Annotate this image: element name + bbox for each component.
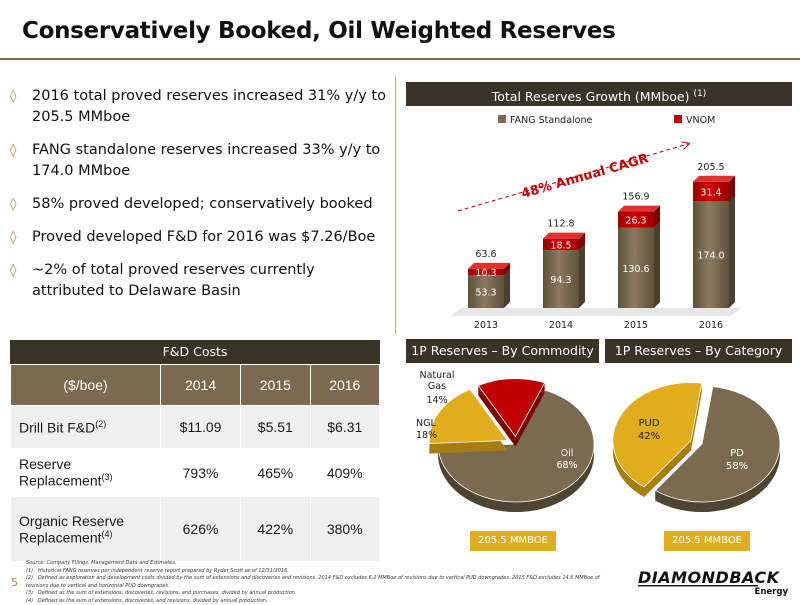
slice-label-oil: Oil <box>561 448 574 459</box>
table-cell: $6.31 <box>310 406 379 449</box>
diamond-bullet-icon: ◊ <box>10 227 16 248</box>
bar-value-label-vnom: 26.3 <box>625 216 646 227</box>
pie1-layer <box>429 379 594 512</box>
title-divider <box>0 58 800 60</box>
reserves-bar-chart: FANG Standalone VNOM 48% Annual CAGR 53.… <box>406 108 792 332</box>
table-header-cell: ($/boe) <box>11 365 161 406</box>
commodity-chart-title: 1P Reserves – By Commodity <box>406 339 599 363</box>
page-title: Conservatively Booked, Oil Weighted Rese… <box>22 18 615 44</box>
bar-value-label-fang: 174.0 <box>697 251 724 262</box>
legend-swatch-fang <box>498 115 506 123</box>
logo-subtitle: Energy <box>755 587 789 596</box>
key-points-list: ◊2016 total proved reserves increased 31… <box>10 86 390 314</box>
logo-underline <box>638 585 758 586</box>
bar-side-fang <box>504 269 510 308</box>
bar-top-vnom <box>618 206 660 212</box>
slice-label-ngl: NGL <box>416 418 436 429</box>
diamond-bullet-icon: ◊ <box>10 86 16 107</box>
table-cell: 409% <box>310 449 379 497</box>
bar-value-label-fang: 53.3 <box>475 288 496 299</box>
table-row: Reserve Replacement(3) 793% 465% 409% <box>11 449 380 497</box>
fd-costs-table: ($/boe) 2014 2015 2016 Drill Bit F&D(2) … <box>10 364 380 562</box>
slice-label-pud: PUD <box>638 418 659 429</box>
bar-top-vnom <box>543 233 585 239</box>
bar-value-label-fang: 130.6 <box>622 264 649 275</box>
slice-pct-pd: 58% <box>726 461 748 472</box>
table-row: Drill Bit F&D(2) $11.09 $5.51 $6.31 <box>11 406 380 449</box>
table-row: Organic Reserve Replacement(4) 626% 422%… <box>11 497 380 562</box>
slice-pct-gas: 14% <box>426 395 447 406</box>
table-cell: 380% <box>310 497 379 562</box>
legend-label-vnom: VNOM <box>686 115 715 126</box>
footnote-3: (3) Defined as the sum of extensions, di… <box>26 590 616 598</box>
bar-value-label-fang: 94.3 <box>550 275 571 286</box>
x-tick-label: 2014 <box>549 320 573 331</box>
footnote-source: Source: Company Filings, Management Data… <box>26 560 616 568</box>
x-tick-label: 2015 <box>624 320 648 331</box>
row-label: Drill Bit F&D(2) <box>11 406 161 449</box>
bullet-item: ◊Proved developed F&D for 2016 was $7.26… <box>10 227 390 248</box>
reserves-chart-title: Total Reserves Growth (MMboe) (1) <box>406 82 792 106</box>
table-cell: $11.09 <box>161 406 241 449</box>
footnotes: Source: Company Filings, Management Data… <box>26 560 616 605</box>
footnote-1: (1) Historical FANG reserves per indepen… <box>26 568 616 576</box>
bar-side-fang <box>729 195 735 308</box>
column-divider <box>395 76 396 334</box>
bar-value-label-vnom: 31.4 <box>700 187 721 198</box>
footnote-2: (2) Defined as exploration and developme… <box>26 575 616 590</box>
row-label: Reserve Replacement(3) <box>11 449 161 497</box>
bar-total-label: 156.9 <box>622 192 649 203</box>
category-pie-chart: PD 58% PUD 42% <box>604 366 794 516</box>
bar-total-label: 63.6 <box>475 249 496 260</box>
bars-layer: 53.3 10.3 63.6 2013 94.3 18.5 112.8 2014 130.6 26… <box>468 162 735 331</box>
logo-wordmark: DIAMONDBACK <box>638 568 781 587</box>
bullet-item: ◊2016 total proved reserves increased 31… <box>10 86 390 128</box>
table-header-row: ($/boe) 2014 2015 2016 <box>11 365 380 406</box>
row-label: Organic Reserve Replacement(4) <box>11 497 161 562</box>
diamond-bullet-icon: ◊ <box>10 194 16 215</box>
table-cell: 626% <box>161 497 241 562</box>
bar-side-fang <box>579 244 585 308</box>
bar-value-label-vnom: 10.3 <box>475 268 496 279</box>
footnote-4: (4) Defined as the sum of extensions, di… <box>26 598 616 605</box>
bar-total-label: 112.8 <box>547 219 574 230</box>
table-cell: 793% <box>161 449 241 497</box>
bullet-item: ◊~2% of total proved reserves currently … <box>10 260 390 302</box>
fd-costs-title: F&D Costs <box>10 340 380 364</box>
table-header-cell: 2016 <box>310 365 379 406</box>
fd-costs-panel: F&D Costs ($/boe) 2014 2015 2016 Drill B… <box>10 340 380 562</box>
category-chart-title: 1P Reserves – By Category <box>605 339 792 363</box>
slice-pct-ngl: 18% <box>416 430 437 441</box>
x-tick-label: 2013 <box>474 320 498 331</box>
slice-label-pd: PD <box>730 448 744 459</box>
bullet-item: ◊FANG standalone reserves increased 33% … <box>10 140 390 182</box>
commodity-total-badge: 205.5 MMBOE <box>470 531 556 551</box>
table-header-cell: 2014 <box>161 365 241 406</box>
slice-pct-pud: 42% <box>638 431 660 442</box>
chart-floor <box>451 308 741 316</box>
bar-value-label-vnom: 18.5 <box>550 240 571 251</box>
legend-swatch-vnom <box>674 115 682 123</box>
x-tick-label: 2016 <box>699 320 723 331</box>
table-cell: 465% <box>241 449 310 497</box>
table-cell: $5.51 <box>241 406 310 449</box>
table-header-cell: 2015 <box>241 365 310 406</box>
category-total-badge: 205.5 MMBOE <box>664 531 750 551</box>
bullet-item: ◊58% proved developed; conservatively bo… <box>10 194 390 215</box>
bar-total-label: 205.5 <box>697 162 724 173</box>
table-cell: 422% <box>241 497 310 562</box>
diamondback-logo: DIAMONDBACK Energy <box>636 566 796 596</box>
bar-side-fang <box>654 222 660 308</box>
diamond-bullet-icon: ◊ <box>10 140 16 161</box>
legend-label-fang: FANG Standalone <box>510 115 593 126</box>
slice-pct-oil: 68% <box>556 460 577 471</box>
bar-top-vnom <box>693 176 735 182</box>
page-number: 5 <box>11 576 18 589</box>
pie2-layer <box>613 383 780 512</box>
diamond-bullet-icon: ◊ <box>10 260 16 281</box>
